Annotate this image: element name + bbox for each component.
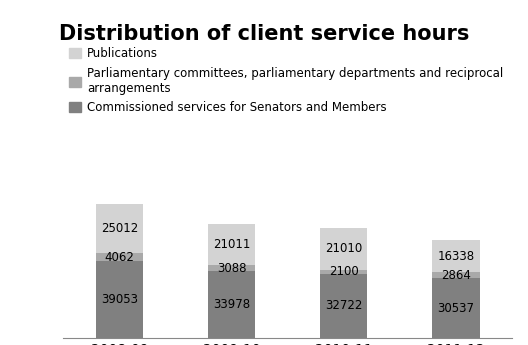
Bar (96, 261, 143, 338)
Text: 25012: 25012 (101, 222, 138, 235)
Bar (320, 228, 367, 269)
Text: 4062: 4062 (105, 251, 135, 264)
Bar (432, 240, 479, 272)
Bar (432, 272, 479, 278)
Text: Distribution of client service hours: Distribution of client service hours (59, 24, 469, 44)
Text: 2864: 2864 (441, 269, 471, 282)
Bar (96, 204, 143, 253)
Bar (208, 271, 255, 338)
Bar (96, 253, 143, 261)
Bar (432, 278, 479, 338)
Bar (208, 224, 255, 265)
Text: 16338: 16338 (438, 250, 475, 263)
Text: 21011: 21011 (213, 238, 250, 251)
Text: 39053: 39053 (101, 293, 138, 306)
Legend: Publications, Parliamentary committees, parliamentary departments and reciprocal: Publications, Parliamentary committees, … (69, 47, 503, 114)
Bar (320, 274, 367, 338)
Text: 32722: 32722 (325, 299, 363, 312)
Bar (208, 265, 255, 271)
Text: 33978: 33978 (213, 298, 250, 311)
Text: 30537: 30537 (438, 302, 475, 315)
Text: 3088: 3088 (217, 262, 247, 275)
Text: 2100: 2100 (329, 265, 359, 278)
Text: 21010: 21010 (325, 242, 363, 255)
Bar (320, 269, 367, 274)
